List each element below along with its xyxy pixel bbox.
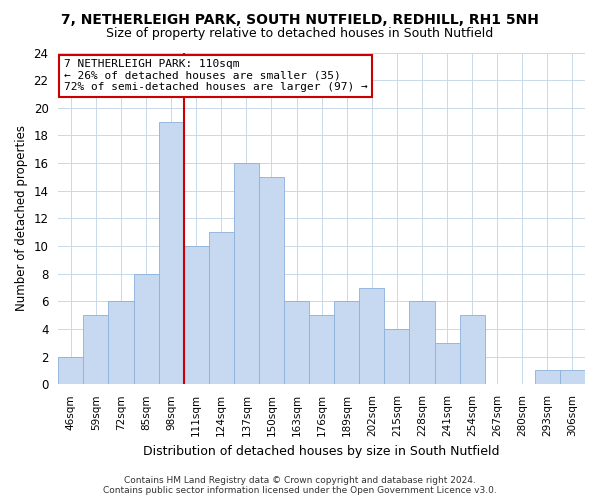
Bar <box>359 288 385 384</box>
Bar <box>385 329 409 384</box>
X-axis label: Distribution of detached houses by size in South Nutfield: Distribution of detached houses by size … <box>143 444 500 458</box>
Bar <box>334 302 359 384</box>
Bar <box>535 370 560 384</box>
Text: Size of property relative to detached houses in South Nutfield: Size of property relative to detached ho… <box>106 28 494 40</box>
Bar <box>460 315 485 384</box>
Y-axis label: Number of detached properties: Number of detached properties <box>15 126 28 312</box>
Bar <box>560 370 585 384</box>
Bar <box>259 177 284 384</box>
Bar <box>134 274 158 384</box>
Bar <box>83 315 109 384</box>
Bar <box>309 315 334 384</box>
Bar <box>409 302 434 384</box>
Bar <box>234 163 259 384</box>
Text: 7 NETHERLEIGH PARK: 110sqm
← 26% of detached houses are smaller (35)
72% of semi: 7 NETHERLEIGH PARK: 110sqm ← 26% of deta… <box>64 59 367 92</box>
Bar <box>284 302 309 384</box>
Bar <box>209 232 234 384</box>
Text: 7, NETHERLEIGH PARK, SOUTH NUTFIELD, REDHILL, RH1 5NH: 7, NETHERLEIGH PARK, SOUTH NUTFIELD, RED… <box>61 12 539 26</box>
Bar <box>109 302 134 384</box>
Bar <box>434 343 460 384</box>
Bar <box>184 246 209 384</box>
Bar <box>158 122 184 384</box>
Text: Contains HM Land Registry data © Crown copyright and database right 2024.
Contai: Contains HM Land Registry data © Crown c… <box>103 476 497 495</box>
Bar <box>58 356 83 384</box>
